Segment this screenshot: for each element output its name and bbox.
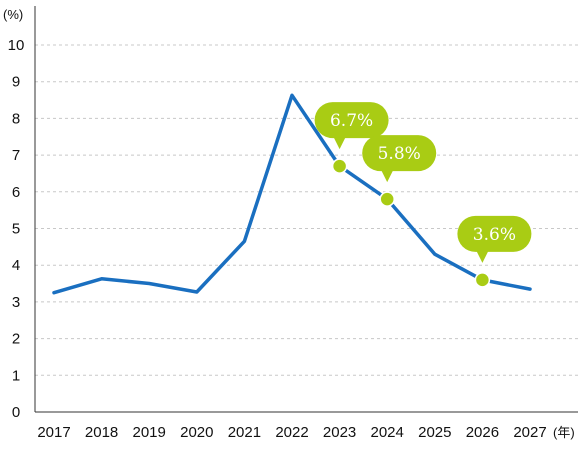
callout-label: 3.6%: [473, 225, 516, 245]
callout-bubble: [362, 135, 437, 172]
y-axis-unit: (%): [3, 7, 23, 22]
x-tick-label: 2019: [133, 424, 166, 441]
callout: 3.6%: [457, 215, 532, 263]
x-tick-label: 2024: [371, 424, 404, 441]
y-tick-label: 10: [8, 37, 25, 54]
series-line: [52, 93, 532, 295]
x-axis-unit: (年): [553, 425, 575, 440]
callout: 6.7%: [314, 102, 389, 150]
callout-label: 5.8%: [378, 144, 421, 164]
x-tick-label: 2017: [37, 424, 70, 441]
highlight-markers: [331, 158, 491, 288]
callout-bubble: [314, 102, 389, 139]
highlight-marker: [474, 272, 491, 288]
y-tick-label: 4: [12, 257, 20, 274]
callout-label: 6.7%: [330, 111, 373, 131]
y-tick-label: 8: [12, 110, 20, 127]
grid-lines: [35, 44, 578, 376]
y-tick-label: 5: [12, 221, 20, 238]
x-tick-label: 2023: [323, 424, 356, 441]
callout-bubble: [457, 215, 532, 252]
x-tick-label: 2027: [513, 424, 546, 441]
y-tick-label: 3: [12, 294, 20, 311]
y-tick-label: 0: [12, 404, 20, 421]
highlight-marker: [331, 158, 348, 174]
y-tick-label: 7: [12, 147, 20, 164]
y-tick-label: 2: [12, 331, 20, 348]
x-tick-label: 2022: [275, 424, 308, 441]
callout-pointer: [381, 170, 394, 183]
x-tick-label: 2018: [85, 424, 118, 441]
axes: [34, 6, 578, 413]
x-tick-label: 2026: [466, 424, 499, 441]
y-tick-label: 9: [12, 74, 20, 91]
callout-pointer: [476, 250, 489, 263]
callout: 5.8%: [362, 135, 437, 183]
series: [52, 93, 532, 295]
highlight-marker: [379, 191, 395, 207]
y-tick-labels: 0 1 2 3 4 5 6 7 8 9 10: [8, 37, 25, 421]
x-tick-label: 2025: [418, 424, 451, 441]
callouts: 6.7%5.8% 3.6%: [314, 102, 532, 263]
y-tick-label: 1: [12, 367, 20, 384]
y-tick-label: 6: [12, 184, 20, 201]
x-tick-label: 2021: [228, 424, 261, 441]
x-tick-labels: 2017 2018 2019 2020 2021 2022 2023 2024 2025 2026…: [37, 424, 546, 441]
callout-pointer: [333, 137, 346, 150]
x-tick-label: 2020: [180, 424, 213, 441]
